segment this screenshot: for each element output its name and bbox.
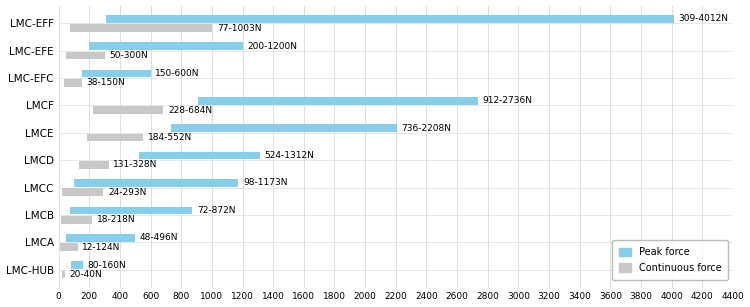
Bar: [70, 261, 83, 269]
Bar: [89, 42, 242, 50]
Text: 12-124N: 12-124N: [82, 243, 121, 251]
Bar: [66, 234, 134, 242]
Bar: [198, 97, 478, 105]
Bar: [70, 24, 212, 32]
Bar: [87, 134, 143, 141]
Bar: [70, 207, 192, 214]
Text: 912-2736N: 912-2736N: [482, 96, 532, 105]
Bar: [94, 106, 164, 114]
Bar: [62, 270, 64, 278]
Bar: [62, 216, 92, 223]
Text: 736-2208N: 736-2208N: [402, 124, 451, 133]
Text: 18-218N: 18-218N: [97, 215, 135, 224]
Text: 38-150N: 38-150N: [86, 78, 125, 87]
Bar: [82, 70, 151, 77]
Text: 48-496N: 48-496N: [140, 233, 178, 242]
Text: 77-1003N: 77-1003N: [217, 24, 262, 33]
Text: 98-1173N: 98-1173N: [243, 178, 287, 188]
Bar: [74, 179, 238, 187]
Bar: [61, 243, 77, 251]
Text: 72-872N: 72-872N: [196, 206, 236, 215]
Bar: [139, 152, 260, 159]
Text: 24-293N: 24-293N: [108, 188, 146, 197]
Bar: [106, 15, 674, 22]
Text: 228-684N: 228-684N: [168, 106, 212, 115]
Bar: [62, 188, 104, 196]
Text: 50-300N: 50-300N: [110, 51, 148, 60]
Text: 524-1312N: 524-1312N: [264, 151, 314, 160]
Bar: [171, 124, 397, 132]
Text: 150-600N: 150-600N: [155, 69, 200, 78]
Text: 80-160N: 80-160N: [88, 261, 127, 270]
Legend: Peak force, Continuous force: Peak force, Continuous force: [613, 240, 728, 280]
Text: 309-4012N: 309-4012N: [678, 14, 728, 23]
Bar: [66, 52, 104, 59]
Text: 200-1200N: 200-1200N: [247, 41, 297, 51]
Bar: [79, 161, 109, 169]
Text: 131-328N: 131-328N: [113, 161, 158, 169]
Text: 20-40N: 20-40N: [69, 270, 102, 279]
Bar: [64, 79, 82, 87]
Text: 184-552N: 184-552N: [148, 133, 192, 142]
